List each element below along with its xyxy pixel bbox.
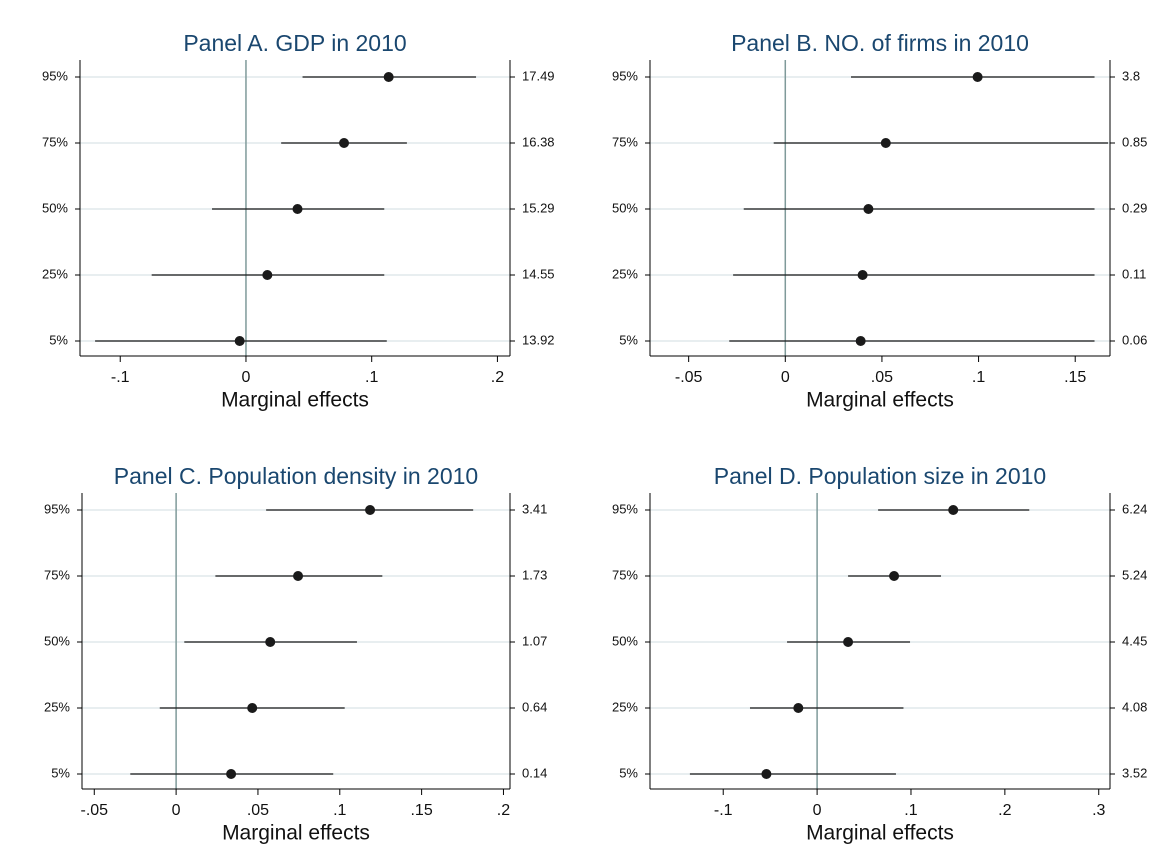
y-tick-label: 5% [619, 765, 638, 780]
y-tick-label: 50% [612, 633, 638, 648]
x-tick-label: .05 [247, 802, 269, 819]
point-estimate [226, 769, 237, 779]
y-tick-label: 75% [612, 567, 638, 582]
panel-title: Panel B. NO. of firms in 2010 [731, 30, 1029, 56]
x-axis-label: Marginal effects [221, 389, 369, 412]
x-axis-label: Marginal effects [806, 822, 954, 845]
point-estimate [972, 72, 983, 82]
x-tick-label: .1 [333, 802, 346, 819]
x-tick-label: .1 [365, 369, 378, 386]
y2-tick-label: 4.45 [1122, 633, 1147, 648]
x-axis-label: Marginal effects [806, 389, 954, 412]
point-estimate [339, 138, 350, 148]
point-estimate [247, 703, 258, 713]
x-tick-label: .3 [1092, 802, 1105, 819]
y-tick-label: 50% [42, 200, 68, 215]
x-tick-label: .2 [491, 369, 504, 386]
x-tick-label: -.05 [675, 369, 703, 386]
x-tick-label: .2 [497, 802, 510, 819]
y2-tick-label: 0.06 [1122, 332, 1147, 347]
point-estimate [843, 637, 854, 647]
y-tick-label: 95% [44, 501, 70, 516]
y2-tick-label: 14.55 [522, 266, 555, 281]
point-estimate [293, 571, 304, 581]
x-tick-label: .15 [410, 802, 432, 819]
point-estimate [262, 270, 273, 280]
point-estimate [793, 703, 804, 713]
point-estimate [761, 769, 772, 779]
y-tick-label: 75% [42, 134, 68, 149]
y-tick-label: 25% [612, 266, 638, 281]
y2-tick-label: 4.08 [1122, 699, 1147, 714]
point-estimate [855, 336, 866, 346]
y-tick-label: 95% [42, 68, 68, 83]
x-tick-label: 0 [242, 369, 251, 386]
y-tick-label: 50% [44, 633, 70, 648]
y-tick-label: 25% [44, 699, 70, 714]
x-tick-label: 0 [172, 802, 181, 819]
y2-tick-label: 3.41 [522, 501, 547, 516]
y-tick-label: 75% [44, 567, 70, 582]
x-tick-label: -.05 [80, 802, 108, 819]
y2-tick-label: 15.29 [522, 200, 555, 215]
y2-tick-label: 16.38 [522, 134, 555, 149]
y2-tick-label: 0.85 [1122, 134, 1147, 149]
panel-title: Panel A. GDP in 2010 [183, 30, 406, 56]
y2-tick-label: 17.49 [522, 68, 555, 83]
y-tick-label: 50% [612, 200, 638, 215]
y2-tick-label: 0.14 [522, 765, 547, 780]
y-tick-label: 25% [612, 699, 638, 714]
x-tick-label: .15 [1064, 369, 1086, 386]
point-estimate [383, 72, 394, 82]
y2-tick-label: 13.92 [522, 332, 555, 347]
y-tick-label: 5% [49, 332, 68, 347]
y2-tick-label: 5.24 [1122, 567, 1147, 582]
panel-title: Panel C. Population density in 2010 [114, 463, 478, 489]
x-tick-label: 0 [781, 369, 790, 386]
y2-tick-label: 6.24 [1122, 501, 1147, 516]
point-estimate [365, 505, 376, 515]
x-tick-label: .1 [972, 369, 985, 386]
point-estimate [857, 270, 868, 280]
point-estimate [234, 336, 245, 346]
point-estimate [292, 204, 303, 214]
y2-tick-label: 3.52 [1122, 765, 1147, 780]
y-tick-label: 95% [612, 68, 638, 83]
panel-title: Panel D. Population size in 2010 [714, 463, 1046, 489]
y2-tick-label: 3.8 [1122, 68, 1140, 83]
y2-tick-label: 1.73 [522, 567, 547, 582]
y-tick-label: 25% [42, 266, 68, 281]
y-tick-label: 5% [51, 765, 70, 780]
x-axis-label: Marginal effects [222, 822, 370, 845]
x-tick-label: -.1 [111, 369, 130, 386]
y2-tick-label: 0.11 [1122, 266, 1146, 281]
point-estimate [948, 505, 959, 515]
point-estimate [880, 138, 891, 148]
y2-tick-label: 0.64 [522, 699, 547, 714]
y-tick-label: 95% [612, 501, 638, 516]
y-tick-label: 75% [612, 134, 638, 149]
x-tick-label: .1 [904, 802, 917, 819]
point-estimate [889, 571, 900, 581]
y2-tick-label: 0.29 [1122, 200, 1147, 215]
x-tick-label: .05 [871, 369, 893, 386]
x-tick-label: -.1 [714, 802, 733, 819]
y-tick-label: 5% [619, 332, 638, 347]
x-tick-label: 0 [813, 802, 822, 819]
x-tick-label: .2 [998, 802, 1011, 819]
point-estimate [863, 204, 874, 214]
y2-tick-label: 1.07 [522, 633, 547, 648]
point-estimate [265, 637, 276, 647]
